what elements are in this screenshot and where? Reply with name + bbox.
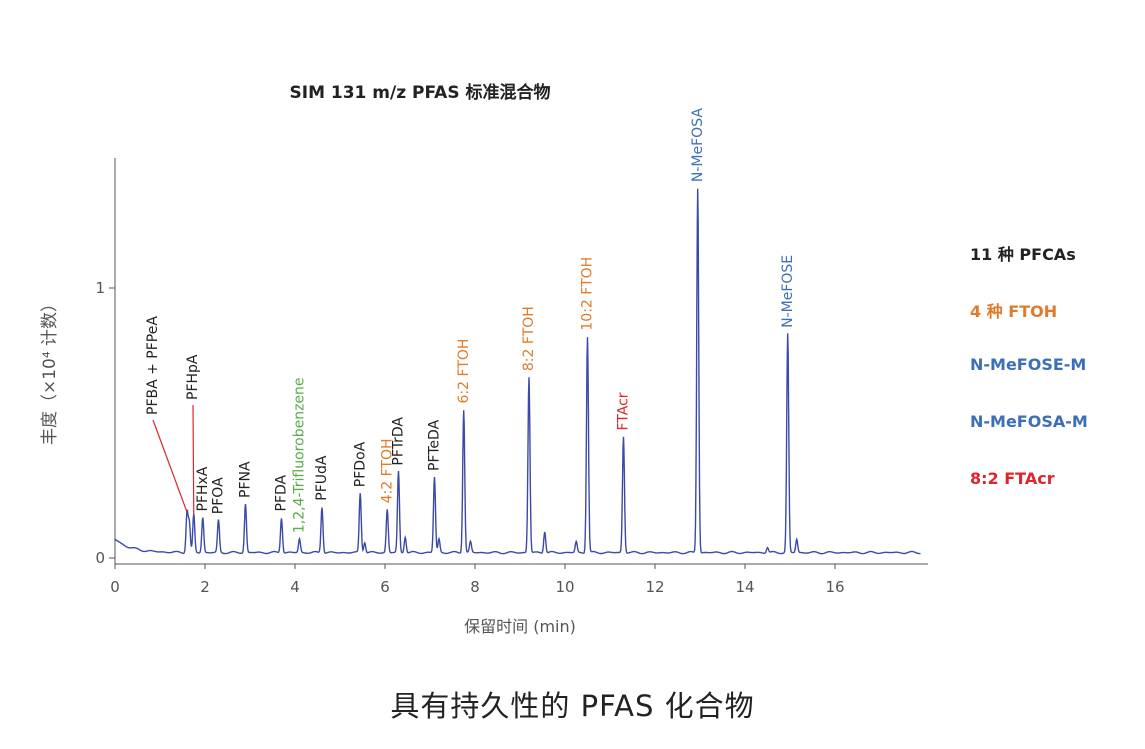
tick-labels: 0 2 4 6 8 10 12 14 16 0 1	[95, 279, 844, 596]
x-tick-label: 8	[470, 578, 480, 596]
x-tick-label: 16	[825, 578, 844, 596]
x-tick-label: 0	[110, 578, 120, 596]
peak-label: 1,2,4-Trifluorobenzene	[292, 377, 308, 533]
legend-item: 8:2 FTAcr	[970, 469, 1055, 488]
peak-leader-line	[152, 419, 188, 513]
peak-leader-lines	[152, 404, 195, 515]
peak-label: 8:2 FTOH	[521, 306, 537, 371]
peak-label: PFBA + PFPeA	[145, 316, 161, 415]
x-tick-label: 14	[735, 578, 754, 596]
legend-item: N-MeFOSE-M	[970, 355, 1087, 374]
peak-labels: PFBA + PFPeA PFHpA PFHxA PFOA PFNA PFDA 1,2,4-…	[145, 108, 796, 533]
legend-item: 4 种 FTOH	[970, 302, 1058, 321]
y-axis-label: 丰度（×10⁴ 计数）	[40, 295, 60, 445]
peak-label: PFNA	[238, 461, 254, 498]
peak-label: FTAcr	[616, 392, 632, 430]
x-tick-label: 2	[200, 578, 210, 596]
x-tick-label: 12	[645, 578, 664, 596]
y-tick-label: 1	[95, 279, 105, 297]
peak-leader-line	[192, 404, 195, 515]
peak-label: PFUdA	[314, 455, 330, 501]
peak-label: PFHpA	[185, 354, 201, 400]
figure-caption: 具有持久性的 PFAS 化合物	[390, 689, 755, 723]
peak-label: PFHxA	[195, 466, 211, 511]
chart-title: SIM 131 m/z PFAS 标准混合物	[290, 82, 551, 103]
peak-label: 6:2 FTOH	[456, 339, 472, 404]
peak-label: PFTeDA	[427, 419, 443, 471]
peak-label: N-MeFOSE	[780, 255, 796, 328]
peak-label: PFDA	[274, 474, 290, 511]
chromatogram-chart: SIM 131 m/z PFAS 标准混合物 0 2 4 6 8 10 12 14 16 0 1 P…	[40, 82, 928, 636]
peak-label: PFTrDA	[391, 417, 407, 466]
x-axis-label: 保留时间 (min)	[464, 617, 576, 636]
peak-label: 10:2 FTOH	[580, 257, 596, 331]
legend-item: 11 种 PFCAs	[970, 245, 1076, 264]
peak-label: N-MeFOSA	[690, 108, 706, 182]
x-tick-label: 10	[555, 578, 574, 596]
axes	[114, 158, 928, 565]
legend-item: N-MeFOSA-M	[970, 412, 1088, 431]
chromatogram-trace	[114, 188, 921, 555]
peak-label: PFOA	[211, 477, 227, 514]
x-tick-label: 4	[290, 578, 300, 596]
peak-label: 4:2 FTOH	[379, 439, 395, 504]
peak-label: PFDoA	[352, 441, 368, 487]
x-tick-label: 6	[380, 578, 390, 596]
y-tick-label: 0	[95, 549, 105, 567]
